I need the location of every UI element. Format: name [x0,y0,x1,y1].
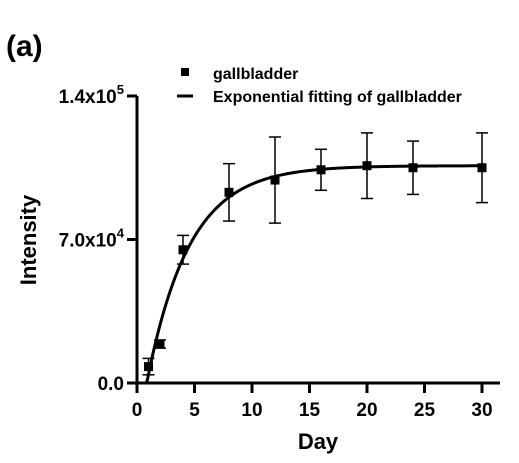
legend-marker-square [181,68,189,76]
x-tick-label: 15 [299,400,321,421]
fit-curve-line [144,164,483,384]
x-tick-label: 30 [471,400,492,421]
data-point [178,245,188,255]
y-axis-ticks: 0.0 7.0x104 1.4x105 [59,82,137,395]
x-axis-label: Day [298,429,339,454]
data-point [316,165,326,175]
data-point [270,175,280,185]
x-tick-label: 25 [414,400,436,421]
data-point [362,161,372,171]
x-tick-label: 20 [356,400,377,421]
x-axis-ticks: 0 5 10 15 20 25 30 [132,383,493,421]
y-axis-label: Intensity [16,194,41,285]
legend-label-fit: Exponential fitting of gallbladder [213,89,462,106]
plot-area [142,132,488,384]
data-point [477,163,487,173]
panel-label: (a) [6,30,43,63]
y-tick-label: 7.0x104 [59,226,125,252]
x-tick-label: 0 [132,400,143,421]
data-point [408,163,418,173]
data-point [144,362,153,372]
legend: gallbladder Exponential fitting of gallb… [177,66,462,106]
y-tick-label: 1.4x105 [59,82,124,108]
legend-label-points: gallbladder [213,66,298,83]
x-tick-label: 5 [189,400,200,421]
data-point [155,339,165,349]
y-tick-label: 0.0 [98,374,124,395]
data-point [224,187,234,197]
x-tick-label: 10 [241,400,262,421]
